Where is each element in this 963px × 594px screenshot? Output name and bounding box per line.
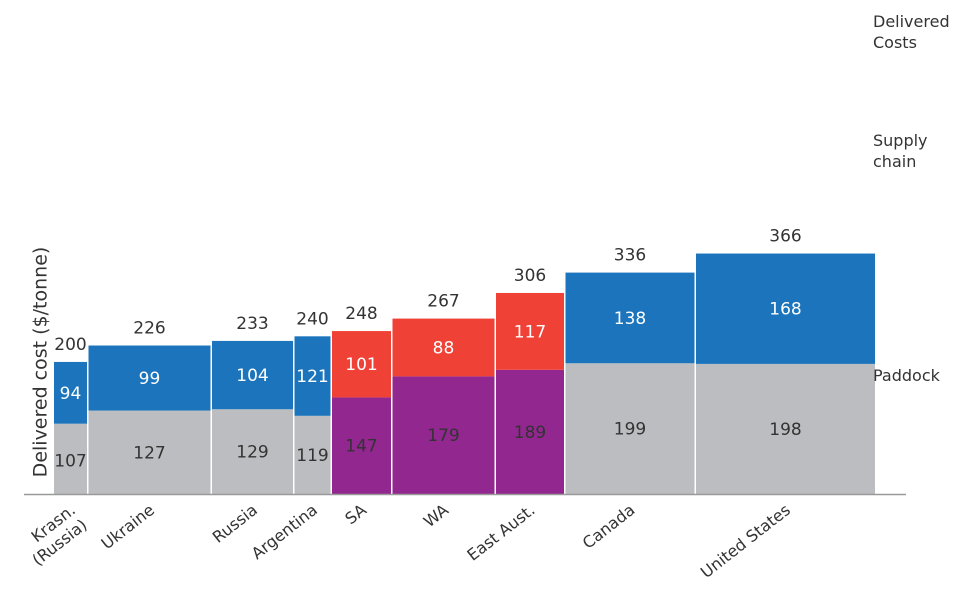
label-total-russia: 233	[236, 314, 268, 334]
label-paddock-russia: 129	[236, 443, 268, 463]
label-supply-chain-wa: 88	[433, 338, 455, 358]
bar-supply-chain-sa	[332, 331, 391, 398]
legend-supply-chain: Supply chain	[873, 131, 928, 171]
legend-layer: Delivered Costs Supply chain Paddock	[873, 12, 950, 385]
bar-paddock-canada	[565, 363, 695, 494]
bar-supply-chain-united-states	[696, 253, 875, 364]
label-supply-chain-east-aust: 117	[514, 322, 546, 342]
category-label-krasn-russia: Krasn.(Russia)	[17, 500, 91, 569]
bar-paddock-wa	[392, 376, 495, 494]
bar-supply-chain-wa	[392, 318, 495, 377]
bar-paddock-east-aust	[496, 369, 564, 494]
label-supply-chain-united-states: 168	[769, 300, 801, 320]
label-total-ukraine: 226	[133, 319, 165, 339]
label-supply-chain-russia: 104	[236, 366, 268, 386]
bar-supply-chain-canada	[565, 272, 695, 364]
bar-paddock-united-states	[696, 363, 875, 494]
label-supply-chain-sa: 101	[345, 355, 377, 375]
bar-supply-chain-ukraine	[88, 345, 211, 411]
label-paddock-united-states: 198	[769, 420, 801, 440]
category-label-ukraine: Ukraine	[98, 500, 158, 553]
category-label-united-states: United States	[697, 500, 794, 582]
label-paddock-east-aust: 189	[514, 423, 546, 443]
label-supply-chain-ukraine: 99	[139, 369, 161, 389]
label-paddock-canada: 199	[614, 420, 646, 440]
totals-layer: 200 226 233 240 248 267 306 336 366	[54, 227, 801, 355]
bar-supply-chain-argentina	[294, 336, 331, 416]
label-total-canada: 336	[614, 246, 646, 266]
label-paddock-ukraine: 127	[133, 443, 165, 463]
bar-paddock-sa	[332, 397, 391, 494]
label-supply-chain-canada: 138	[614, 309, 646, 329]
label-total-krasn-russia: 200	[54, 335, 86, 355]
bar-paddock-krasn-russia	[54, 423, 87, 494]
label-supply-chain-krasn-russia: 94	[60, 384, 82, 404]
label-total-united-states: 366	[769, 227, 801, 247]
category-label-wa: WA	[420, 500, 452, 531]
category-label-canada: Canada	[579, 500, 639, 552]
label-paddock-krasn-russia: 107	[54, 451, 86, 471]
label-total-argentina: 240	[296, 309, 328, 329]
label-paddock-argentina: 119	[296, 446, 328, 466]
label-supply-chain-argentina: 121	[296, 367, 328, 387]
category-label-east-aust: East Aust.	[463, 500, 538, 564]
label-total-wa: 267	[427, 292, 459, 312]
legend-paddock: Paddock	[873, 366, 941, 385]
label-paddock-wa: 179	[427, 426, 459, 446]
label-total-east-aust: 306	[514, 266, 546, 286]
category-label-russia: Russia	[209, 500, 261, 547]
legend-delivered-costs: Delivered Costs	[873, 12, 950, 52]
bar-supply-chain-russia	[212, 340, 293, 410]
bar-paddock-russia	[212, 409, 293, 494]
category-label-sa: SA	[341, 500, 370, 528]
bar-supply-chain-krasn-russia	[54, 361, 87, 424]
label-paddock-sa: 147	[345, 437, 377, 457]
category-label-argentina: Argentina	[248, 500, 321, 563]
bar-paddock-ukraine	[88, 410, 211, 494]
bar-supply-chain-east-aust	[496, 292, 564, 370]
label-total-sa: 248	[345, 304, 377, 324]
bars-layer: 107 94 127 99 129 104 119 121 147 101 179 88 189 117 1…	[54, 253, 875, 494]
y-axis-title: Delivered cost ($/tonne)	[30, 247, 52, 478]
bar-paddock-argentina	[294, 415, 331, 494]
